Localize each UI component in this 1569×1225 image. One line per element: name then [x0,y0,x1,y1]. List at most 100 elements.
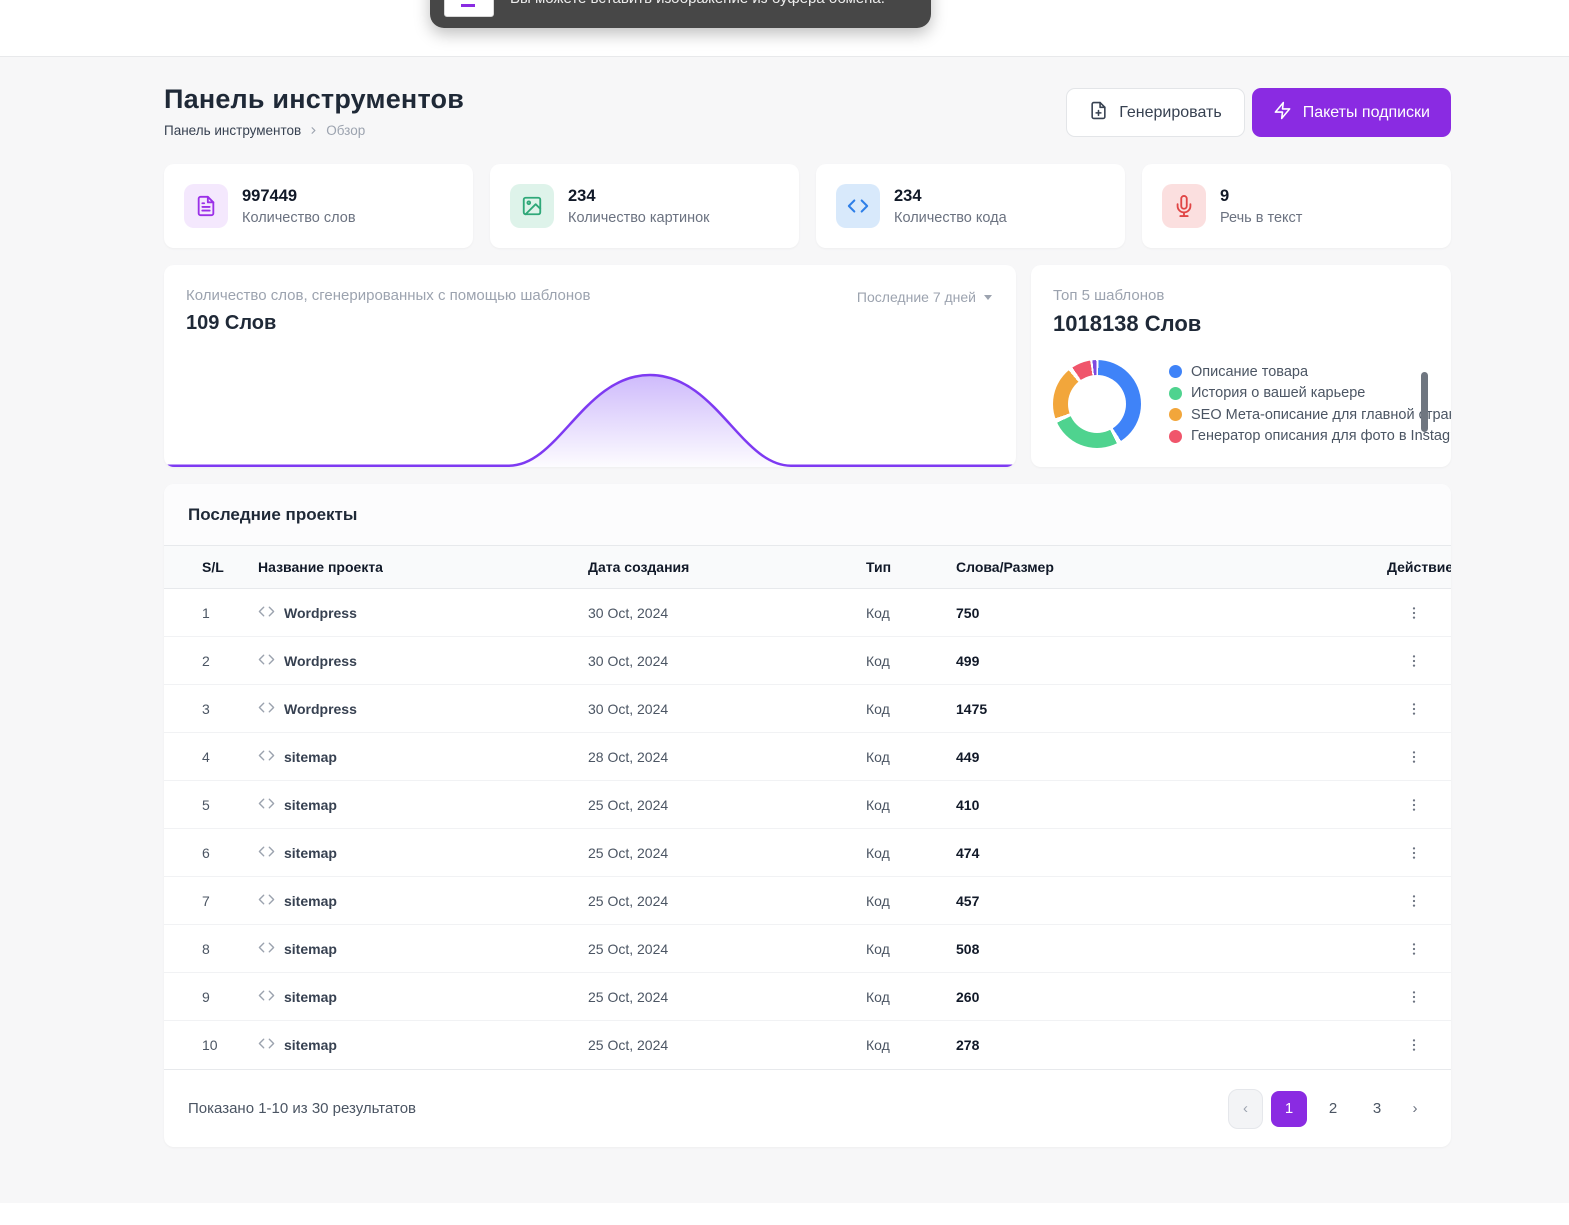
project-name[interactable]: sitemap [284,844,337,861]
legend-dot-red [1169,429,1182,443]
row-type: Код [866,892,890,909]
legend-dot-green [1169,386,1182,400]
row-type: Код [866,940,890,957]
col-header-name: Название проекта [258,559,383,575]
row-date: 25 Oct, 2024 [588,940,669,957]
breadcrumb-current: Обзор [326,123,366,138]
row-actions-menu-button[interactable] [1401,648,1427,674]
code-icon [258,747,275,767]
pagination-page-1[interactable]: 1 [1271,1090,1307,1127]
pagination: ‹ 1 2 3 › [1228,1088,1427,1129]
row-sl: 7 [202,892,210,909]
code-icon [258,651,275,671]
words-generated-chart-card: Количество слов, сгенерированных с помощ… [164,265,1016,467]
date-range-label: Последние 7 дней [856,289,976,305]
project-name[interactable]: sitemap [284,1037,337,1053]
legend-item: История о вашей карьере [1169,383,1451,405]
row-actions-menu-button[interactable] [1401,840,1427,866]
code-icon [258,603,275,623]
row-sl: 9 [202,988,210,1005]
date-range-dropdown[interactable]: Последние 7 дней [857,287,992,335]
row-actions-menu-button[interactable] [1401,696,1427,722]
top-templates-card: Топ 5 шаблонов 1018138 Слов Описание тов… [1031,265,1451,467]
code-icon [258,1035,275,1055]
file-text-icon [184,184,228,228]
code-icon [258,699,275,719]
pagination-page-2[interactable]: 2 [1315,1091,1351,1127]
area-chart-subtitle: Количество слов, сгенерированных с помощ… [186,287,591,304]
donut-legend: Описание товара История о вашей карьере … [1169,360,1451,448]
subscription-packages-button[interactable]: Пакеты подписки [1251,88,1451,137]
row-words: 278 [956,1037,980,1053]
project-name[interactable]: sitemap [284,988,337,1005]
project-name[interactable]: Wordpress [284,652,357,669]
row-date: 30 Oct, 2024 [588,652,669,669]
row-actions-menu-button[interactable] [1401,1032,1427,1058]
stat-value: 9 [1220,186,1230,205]
table-row: 1 Wordpress 30 Oct, 2024 Код 750 [164,589,1451,637]
table-row: 5 sitemap 25 Oct, 2024 Код 410 [164,781,1451,829]
project-name[interactable]: sitemap [284,892,337,909]
zap-icon [1273,101,1292,125]
table-footer: Показано 1-10 из 30 результатов ‹ 1 2 3 … [164,1069,1451,1147]
legend-scrollbar[interactable] [1421,372,1428,432]
generate-button[interactable]: Генерировать [1066,88,1245,137]
col-header-action: Действие [1387,559,1451,575]
row-sl: 5 [202,796,210,813]
row-date: 30 Oct, 2024 [588,700,669,717]
page-header: Панель инструментов Панель инструментов … [164,84,1451,146]
row-actions-menu-button[interactable] [1401,600,1427,626]
area-chart-total: 109 Слов [186,312,277,334]
row-words: 750 [956,604,980,621]
pagination-page-3[interactable]: 3 [1359,1091,1395,1127]
row-sl: 3 [202,700,210,717]
code-icon [836,184,880,228]
breadcrumb-root[interactable]: Панель инструментов [164,123,302,138]
project-name[interactable]: Wordpress [284,604,357,621]
stat-label: Речь в текст [1220,209,1303,226]
stat-value: 234 [568,186,596,205]
table-row: 4 sitemap 28 Oct, 2024 Код 449 [164,733,1451,781]
col-header-sl: S/L [202,559,224,575]
row-words: 1475 [956,700,988,717]
row-date: 25 Oct, 2024 [588,1037,669,1053]
row-sl: 10 [202,1037,218,1053]
code-icon [258,939,275,959]
donut-chart [1053,360,1141,448]
code-icon [258,987,275,1007]
row-type: Код [866,652,890,669]
row-actions-menu-button[interactable] [1401,792,1427,818]
project-name[interactable]: sitemap [284,940,337,957]
legend-item: Генератор описания для фото в Instagram [1169,426,1451,448]
pagination-prev-button[interactable]: ‹ [1228,1088,1263,1129]
recent-projects-card: Последние проекты S/L Название проекта Д… [164,484,1451,1147]
row-words: 449 [956,748,980,765]
donut-card-total: 1018138 Слов [1053,311,1202,336]
row-actions-menu-button[interactable] [1401,936,1427,962]
row-date: 25 Oct, 2024 [588,988,669,1005]
table-row: 2 Wordpress 30 Oct, 2024 Код 499 [164,637,1451,685]
row-type: Код [866,604,890,621]
project-name[interactable]: sitemap [284,748,337,765]
breadcrumb: Панель инструментов Обзор [164,123,1451,138]
row-actions-menu-button[interactable] [1401,984,1427,1010]
row-sl: 2 [202,652,210,669]
row-words: 260 [956,988,980,1005]
row-words: 474 [956,844,980,861]
legend-dot-yellow [1169,408,1182,422]
row-sl: 4 [202,748,210,765]
donut-card-subtitle: Топ 5 шаблонов [1053,287,1165,304]
project-name[interactable]: Wordpress [284,700,357,717]
file-plus-icon [1089,101,1108,125]
legend-label: Описание товара [1191,363,1309,380]
code-icon [258,891,275,911]
row-actions-menu-button[interactable] [1401,744,1427,770]
legend-label: История о вашей карьере [1191,385,1366,402]
table-row: 10 sitemap 25 Oct, 2024 Код 278 [164,1021,1451,1069]
table-row: 3 Wordpress 30 Oct, 2024 Код 1475 [164,685,1451,733]
stat-card-code: 234 Количество кода [816,164,1125,248]
pagination-next-button[interactable]: › [1403,1091,1427,1127]
row-actions-menu-button[interactable] [1401,888,1427,914]
results-summary: Показано 1-10 из 30 результатов [188,1100,417,1117]
project-name[interactable]: sitemap [284,796,337,813]
